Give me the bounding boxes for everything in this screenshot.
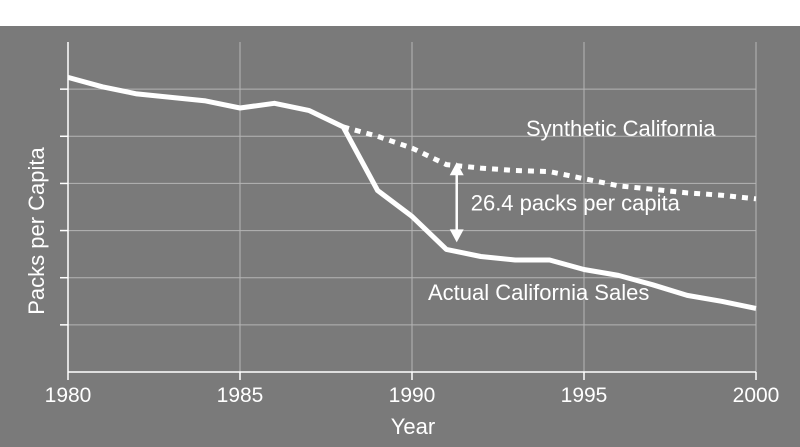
axes: 1980 1985 1990 1995 2000	[45, 42, 780, 407]
x-tick-label: 1990	[389, 384, 436, 407]
series-label-synthetic: Synthetic California	[526, 116, 716, 141]
x-tick-label: 1995	[561, 384, 608, 407]
gap-annotation-label: 26.4 packs per capita	[471, 190, 681, 215]
y-axis-title: Packs per Capita	[24, 146, 49, 314]
x-tick-label: 1980	[45, 384, 92, 407]
gap-arrow-head-bottom	[449, 229, 464, 243]
chart-area: 1980 1985 1990 1995 2000 26.4 packs per capi…	[0, 26, 800, 447]
series-label-actual: Actual California Sales	[428, 280, 649, 305]
x-tick-label: 2000	[733, 384, 780, 407]
x-tick-label: 1985	[217, 384, 264, 407]
series-line-actual	[67, 74, 757, 311]
gap-arrow-head-top	[449, 162, 464, 176]
annotations: 26.4 packs per capita	[449, 162, 681, 243]
series-group	[67, 74, 757, 311]
grid	[68, 42, 757, 372]
x-axis-title: Year	[391, 414, 435, 439]
line-chart: 1980 1985 1990 1995 2000 26.4 packs per capi…	[24, 42, 780, 439]
series-labels: Synthetic California Actual California S…	[428, 116, 716, 305]
series-line-synthetic	[342, 124, 757, 202]
